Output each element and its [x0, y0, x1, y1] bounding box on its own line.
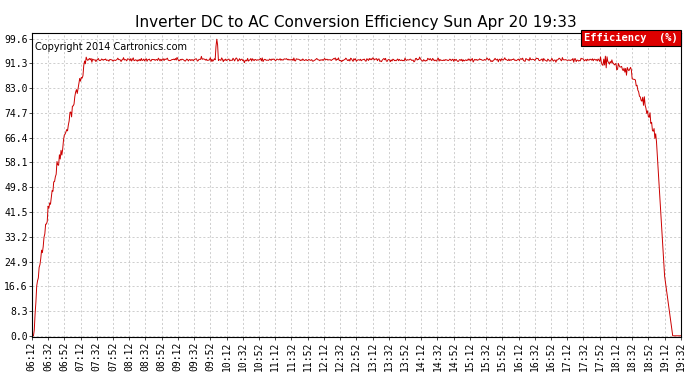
Text: Copyright 2014 Cartronics.com: Copyright 2014 Cartronics.com — [35, 42, 187, 52]
Text: Efficiency  (%): Efficiency (%) — [584, 33, 678, 43]
Title: Inverter DC to AC Conversion Efficiency Sun Apr 20 19:33: Inverter DC to AC Conversion Efficiency … — [135, 15, 578, 30]
